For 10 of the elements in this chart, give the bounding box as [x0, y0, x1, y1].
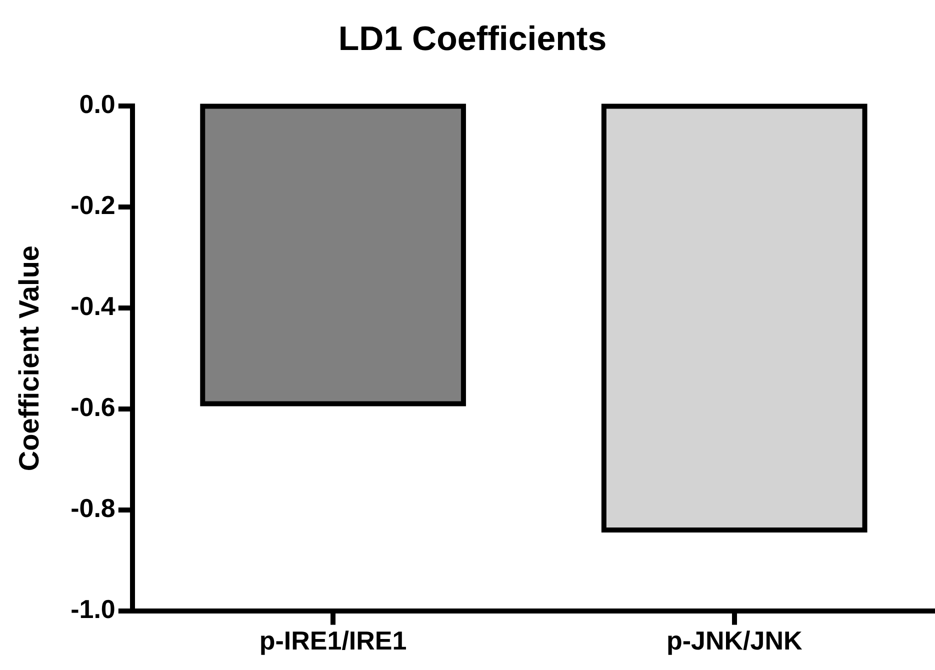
- y-tick-label: 0.0: [79, 88, 116, 119]
- y-axis-title: Coefficient Value: [14, 245, 45, 472]
- chart-title: LD1 Coefficients: [338, 20, 607, 58]
- y-tick-label: -1.0: [70, 594, 116, 624]
- y-tick-label: -0.2: [70, 190, 116, 220]
- y-tick-label: -0.6: [70, 392, 116, 422]
- y-tick-label: -0.4: [70, 290, 116, 321]
- x-tick-label: p-IRE1/IRE1: [259, 626, 407, 656]
- y-tick-label: -0.8: [70, 492, 116, 523]
- x-tick-label: p-JNK/JNK: [666, 626, 802, 656]
